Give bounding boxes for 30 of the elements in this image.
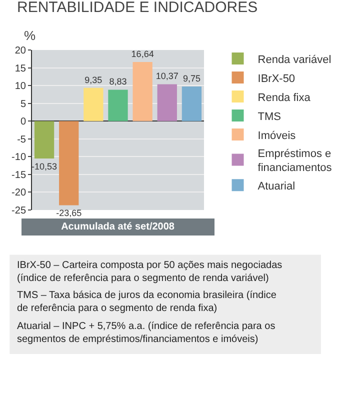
y-tick-label: -20	[12, 188, 26, 199]
text: TMS – Taxa básica de juros da economia brasileira (índice de referência para o segmento de renda fixa)	[17, 290, 277, 314]
y-tick-label: 20	[14, 46, 26, 56]
x-axis-title: Acumulada até set/2008	[61, 222, 175, 232]
legend-label: Renda fixa	[258, 92, 312, 104]
y-tick-label: -25	[12, 206, 26, 216]
data-label: 16,64	[131, 48, 154, 59]
data-label: 9,35	[84, 74, 102, 85]
y-tick-label: -15	[12, 170, 26, 181]
y-tick-label: 5	[20, 98, 26, 110]
text: IBrX-50 – Carteira composta por 50 ações mais negociadas (índice de referência para o segmento de renda variável)	[17, 260, 282, 284]
data-label: 10,37	[156, 71, 178, 82]
data-label: -10,53	[32, 162, 58, 172]
data-label: -23,65	[56, 208, 82, 218]
y-tick-label: 0	[20, 116, 26, 128]
text: Atuarial – INPC + 5,75% a.a. (índice de referência para os segmentos de empréstimos/financiamentos e imóveis)	[17, 321, 276, 345]
chart-title: RENTABILIDADE E INDICADORES	[17, 0, 258, 16]
y-tick-label: -10	[12, 152, 26, 164]
y-tick-label: 15	[14, 63, 26, 74]
y-tick-label: -5	[17, 134, 26, 146]
y-tick-label: 10	[14, 81, 26, 92]
legend-label: Imóveis	[258, 130, 296, 142]
data-label: 8,83	[109, 76, 127, 87]
legend-label: TMS	[258, 110, 281, 123]
legend-label: Empréstimos e financiamentos	[258, 148, 332, 174]
legend-label: Renda variável	[258, 54, 332, 66]
y-axis-title: %	[24, 28, 36, 43]
legend-label: IBrX-50	[258, 72, 296, 85]
legend-label: Atuarial	[258, 180, 296, 192]
data-label: 9,75	[182, 73, 200, 84]
